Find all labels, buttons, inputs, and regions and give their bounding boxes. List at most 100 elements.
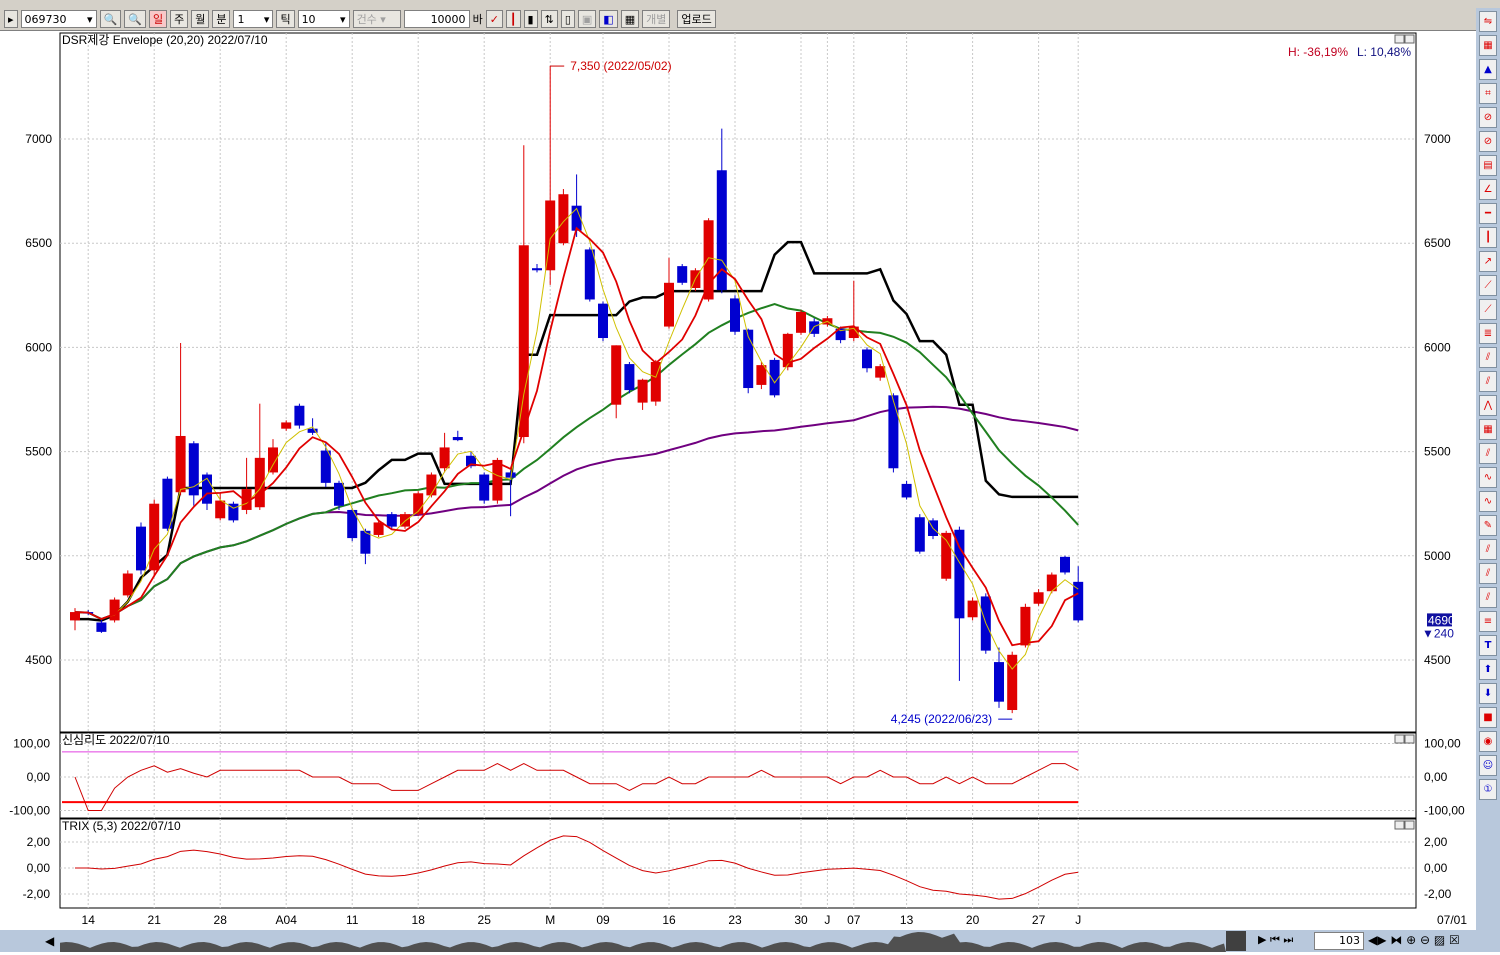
grid-icon[interactable]: ▦ <box>620 10 640 28</box>
period-week-button[interactable]: 주 <box>170 10 189 28</box>
low-percent: L: 10,48% <box>1357 45 1411 59</box>
search-reset-icon[interactable]: 🔍 <box>124 10 146 28</box>
text-icon[interactable]: T <box>1479 635 1497 656</box>
wave-icon[interactable]: ∿ <box>1479 491 1497 512</box>
period-minute-button[interactable]: 분 <box>212 10 231 28</box>
quote-icon[interactable]: ≡ <box>1479 611 1497 632</box>
cursor-icon[interactable]: ▲ <box>1479 59 1497 80</box>
panel-toggle[interactable]: ▸ <box>4 10 18 28</box>
nav-arrows-icon[interactable]: ▶ ⏮ ⏭ <box>1258 933 1294 946</box>
print-icon[interactable]: ▣ <box>577 10 597 28</box>
search-icon[interactable]: 🔍 <box>99 10 122 28</box>
ray-line-icon[interactable]: ⟋ <box>1479 299 1497 320</box>
candle-body <box>848 326 859 339</box>
candle-body <box>796 311 806 333</box>
candle-body <box>584 249 595 300</box>
psychology-line <box>74 763 1079 811</box>
arrow-line-icon[interactable]: ↗ <box>1479 251 1497 272</box>
parallel-icon[interactable]: ⫽ <box>1479 443 1497 464</box>
tick-select[interactable]: 10 ▾ <box>297 10 350 28</box>
y-tick-label-right: 7000 <box>1424 132 1451 146</box>
candle-body <box>228 503 239 521</box>
gann-icon[interactable]: ⫽ <box>1479 347 1497 368</box>
count-unit: 바 <box>472 13 483 26</box>
grid-tool-icon[interactable]: ▦ <box>1479 419 1497 440</box>
x-tick-label: 30 <box>794 913 808 927</box>
cycle-icon[interactable]: ∿ <box>1479 467 1497 488</box>
number-icon[interactable]: ① <box>1479 779 1497 800</box>
tool-film-icon[interactable]: ▦ <box>1479 35 1497 56</box>
toolbar: ▸ 069730 ▾ 🔍 🔍 일 주 월 분 1 ▾ 틱 10 ▾ 건수 ▾ 1000… <box>0 8 1476 31</box>
candle-chart-icon[interactable]: ┃ <box>505 10 521 28</box>
candle-body <box>254 457 265 508</box>
candle-body <box>386 514 397 527</box>
y-tick-label-left: 4500 <box>25 653 52 667</box>
bar-chart-icon[interactable]: ▮ <box>523 10 538 28</box>
circle-icon[interactable]: ◉ <box>1479 731 1497 752</box>
tool-a-icon[interactable]: ⌗ <box>1479 83 1497 104</box>
stock-code-select[interactable]: 069730 ▾ <box>20 10 97 28</box>
fan-icon[interactable]: ⋀ <box>1479 395 1497 416</box>
tick-button[interactable]: 틱 <box>276 10 295 28</box>
psychology-title: 신심리도 2022/07/10 <box>62 733 170 747</box>
upload-button[interactable]: 업로드 <box>677 10 716 28</box>
candle-body <box>1033 592 1044 604</box>
y-tick-label-left: 0,00 <box>27 770 51 784</box>
andrews-icon[interactable]: ⫽ <box>1479 563 1497 584</box>
period-month-button[interactable]: 월 <box>191 10 210 28</box>
channel-icon[interactable]: ⫽ <box>1479 371 1497 392</box>
candle-body <box>994 662 1004 702</box>
candle-body <box>875 366 886 378</box>
check-chart-icon[interactable]: ✓ <box>485 10 503 28</box>
trend-line-icon[interactable]: ∠ <box>1479 179 1497 200</box>
zoom-controls-icon[interactable]: ◀▶ ⧓ ⊕ ⊖ ▨ ☒ <box>1368 933 1460 947</box>
candle-body <box>268 447 278 473</box>
tool-c-icon[interactable]: ⊘ <box>1479 131 1497 152</box>
trix-panel <box>59 818 1417 909</box>
smiley-icon[interactable]: ☺ <box>1479 755 1497 776</box>
panel-close-icon <box>1404 820 1415 830</box>
main-chart-title: DSR제강 Envelope (20,20) 2022/07/10 <box>62 33 268 47</box>
individual-button[interactable]: 개별 <box>642 10 671 28</box>
document-icon[interactable]: ▯ <box>560 10 575 28</box>
candle-body <box>373 522 384 535</box>
tool-link-icon[interactable]: ⇋ <box>1479 11 1497 32</box>
arrow-up-icon[interactable]: ⬆ <box>1479 659 1497 680</box>
candle-body <box>96 622 107 632</box>
diagonal-line-icon[interactable]: ⟋ <box>1479 275 1497 296</box>
minute-select[interactable]: 1 ▾ <box>233 10 274 28</box>
ma-fast-line <box>74 207 1079 670</box>
high-percent: H: -36,19% <box>1288 45 1348 59</box>
arrow-down-icon[interactable]: ⬇ <box>1479 683 1497 704</box>
y-tick-label-left: 7000 <box>25 132 52 146</box>
period-day-button[interactable]: 일 <box>148 10 168 28</box>
x-tick-label: 27 <box>1032 913 1046 927</box>
speed-line-icon[interactable]: ⫽ <box>1479 587 1497 608</box>
candle-body <box>149 503 160 571</box>
tool-d-icon[interactable]: ▤ <box>1479 155 1497 176</box>
x-tick-label: 13 <box>900 913 914 927</box>
pattern-icon[interactable]: ⫽ <box>1479 539 1497 560</box>
candle-body <box>294 405 305 426</box>
tool-b-icon[interactable]: ⊘ <box>1479 107 1497 128</box>
fibonacci-icon[interactable]: ≣ <box>1479 323 1497 344</box>
rectangle-icon[interactable]: ■ <box>1479 707 1497 728</box>
x-tick-label: J <box>824 913 830 927</box>
bar-count-input[interactable]: 103 <box>1314 932 1364 950</box>
chart-area[interactable]: 14 21 28 A04 11 18 25 M 09 16 23 30 J 07 13 20 27 J 07/01 4… <box>0 31 1476 930</box>
current-price: 4690 <box>1428 613 1455 627</box>
vertical-line-icon[interactable]: ┃ <box>1479 227 1497 248</box>
count-label: 건수 <box>356 13 377 26</box>
scroll-left-icon: ◀ <box>45 934 55 948</box>
count-select[interactable]: 건수 ▾ <box>352 10 401 28</box>
updown-icon[interactable]: ⇅ <box>540 10 558 28</box>
pencil-icon[interactable]: ✎ <box>1479 515 1497 536</box>
compare-icon[interactable]: ◧ <box>599 10 618 28</box>
y-tick-label-left: 2,00 <box>27 835 51 849</box>
horizontal-line-icon[interactable]: ━ <box>1479 203 1497 224</box>
chevron-down-icon: ▾ <box>263 12 270 26</box>
scrollbar[interactable]: ◀ 103 ◀▶ ⧓ ⊕ ⊖ ▨ ☒ ▶ ⏮ ⏭ <box>0 930 1476 952</box>
scroll-thumb[interactable] <box>1226 931 1246 951</box>
count-input[interactable]: 10000 <box>403 10 470 28</box>
candle-body <box>505 472 516 478</box>
